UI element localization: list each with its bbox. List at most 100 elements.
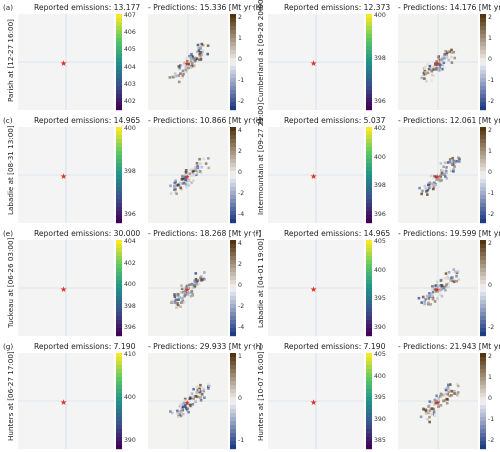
prediction-cell — [194, 172, 197, 175]
colorbar-tick: -2 — [488, 98, 495, 105]
prediction-cell — [184, 289, 188, 293]
prediction-cell — [436, 285, 439, 289]
prediction-cell — [441, 397, 445, 401]
prediction-cell — [427, 297, 431, 300]
prediction-cell — [424, 297, 427, 301]
prediction-cell — [187, 283, 191, 287]
colorbar-tick: 1 — [488, 35, 492, 42]
prediction-cell — [438, 289, 442, 293]
prediction-cell — [443, 276, 447, 280]
prediction-title: - Predictions: 10.866 [Mt yr⁻¹] — [148, 116, 262, 125]
prediction-cell — [423, 77, 426, 80]
prediction-cell — [173, 74, 176, 77]
prediction-cell — [206, 383, 210, 386]
prediction-cell — [180, 284, 183, 287]
prediction-cell — [184, 183, 188, 186]
prediction-cell — [193, 64, 196, 67]
prediction-cell — [193, 280, 197, 283]
prediction-cell — [191, 168, 195, 171]
prediction-cell — [183, 397, 187, 401]
colorbar-tick: 1 — [488, 374, 492, 381]
prediction-cell — [432, 185, 436, 189]
prediction-cell — [437, 69, 441, 72]
prediction-cell — [188, 404, 192, 408]
prediction-cell — [198, 157, 201, 161]
colorbar-tick: -1 — [488, 416, 495, 423]
colorbar-tick: 2 — [488, 240, 492, 247]
prediction-cell — [433, 67, 436, 71]
prediction-cell — [179, 404, 182, 407]
prediction-cell — [438, 284, 441, 288]
colorbar-tick: 2 — [488, 353, 492, 360]
prediction-cell — [434, 175, 438, 178]
prediction-cell — [440, 294, 444, 298]
colorbar-tick: 0 — [488, 395, 492, 402]
prediction-cell — [190, 52, 193, 56]
prediction-cell — [195, 57, 199, 60]
colorbar-tick: 410 — [124, 351, 136, 358]
prediction-cell — [201, 50, 204, 54]
prediction-cell — [199, 45, 203, 49]
prediction-cell — [196, 165, 199, 168]
site-label: Hunters at [06-27 17:00] — [6, 351, 15, 441]
prediction-cell — [442, 173, 445, 176]
figure-panel: (g) Reported emissions: 7.190 - Prediction… — [0, 339, 261, 452]
observed-concentration-map: ★ — [268, 14, 364, 110]
prediction-cell — [455, 279, 459, 283]
prediction-cell — [179, 72, 182, 75]
observed-colorbar — [116, 353, 122, 450]
prediction-cell — [196, 169, 199, 172]
prediction-cell — [193, 285, 197, 289]
prediction-cell — [440, 169, 443, 172]
prediction-cell — [439, 279, 443, 282]
prediction-cell — [420, 76, 424, 80]
prediction-cell — [437, 185, 440, 189]
prediction-cell — [195, 162, 199, 165]
prediction-cell — [170, 411, 174, 415]
prediction-cell — [174, 190, 177, 193]
prediction-cell — [190, 64, 193, 68]
prediction-cell — [190, 283, 194, 287]
site-label: Parish at [12-27 16:00] — [6, 19, 15, 102]
site-label: Tuckeau at [06-26 03:00] — [6, 237, 15, 328]
source-marker: ★ — [184, 286, 190, 294]
prediction-cell — [199, 396, 203, 399]
prediction-cell — [428, 294, 431, 298]
colorbar-tick: 0 — [488, 282, 492, 289]
site-label: Cumberland at [09-26 20:00] — [256, 0, 265, 102]
prediction-title: - Predictions: 12.061 [Mt yr⁻¹] — [398, 116, 500, 125]
source-marker: ★ — [184, 173, 190, 181]
prediction-cell — [196, 395, 199, 399]
prediction-map: ★ — [398, 353, 478, 449]
prediction-cell — [428, 400, 432, 403]
prediction-cell — [185, 407, 188, 410]
prediction-cell — [433, 398, 437, 402]
prediction-cell — [200, 42, 204, 46]
prediction-cell — [169, 192, 173, 195]
prediction-cell — [183, 403, 187, 407]
prediction-cell — [444, 169, 448, 173]
colorbar-tick: 396 — [124, 324, 136, 331]
prediction-cell — [204, 162, 208, 165]
prediction-cell — [173, 186, 176, 189]
prediction-cell — [178, 413, 182, 416]
prediction-cell — [200, 165, 203, 169]
prediction-cell — [447, 271, 451, 274]
colorbar-tick: 405 — [374, 238, 386, 245]
prediction-cell — [185, 56, 188, 60]
prediction-cell — [450, 51, 454, 55]
colorbar-tick: 405 — [374, 351, 386, 358]
prediction-cell — [193, 284, 197, 287]
prediction-cell — [447, 390, 450, 394]
prediction-cell — [452, 159, 455, 163]
source-marker: ★ — [434, 173, 440, 181]
prediction-cell — [456, 393, 459, 397]
prediction-cell — [439, 288, 442, 291]
prediction-cell — [195, 283, 199, 286]
prediction-cell — [189, 174, 193, 178]
prediction-cell — [426, 71, 430, 75]
prediction-cell — [445, 177, 449, 180]
prediction-cell — [428, 409, 432, 412]
prediction-cell — [169, 184, 172, 188]
prediction-cell — [448, 50, 452, 54]
